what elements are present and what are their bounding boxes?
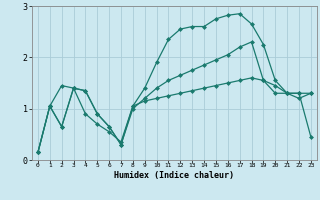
X-axis label: Humidex (Indice chaleur): Humidex (Indice chaleur): [115, 171, 234, 180]
